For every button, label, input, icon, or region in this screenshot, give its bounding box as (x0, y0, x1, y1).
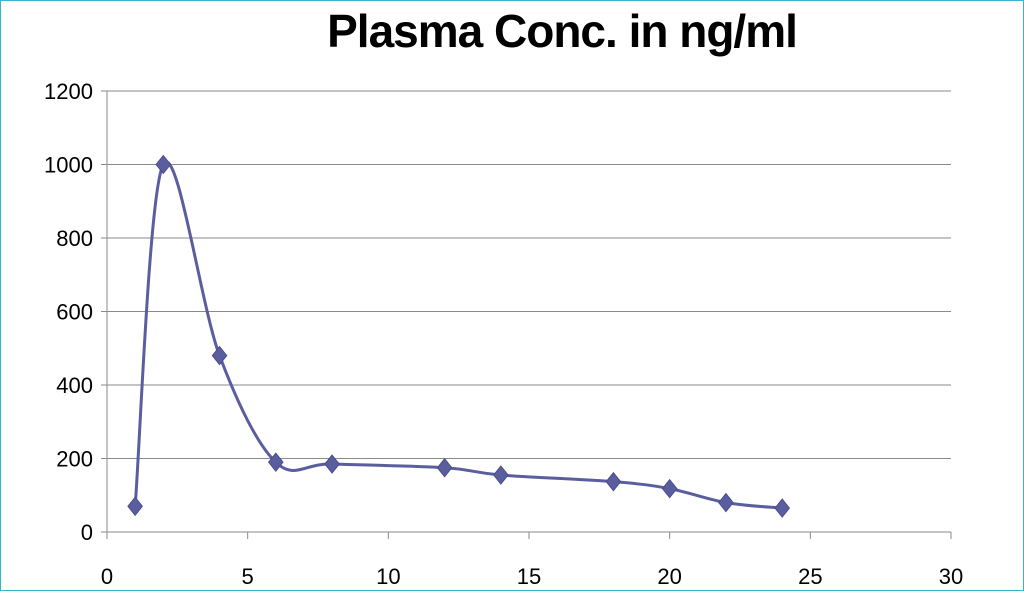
series (133, 160, 783, 510)
x-tick-label: 25 (798, 564, 822, 589)
data-point-marker (661, 478, 678, 499)
y-tick-label: 1000 (44, 153, 93, 178)
x-tick-label: 0 (101, 564, 113, 589)
x-tick-label: 10 (376, 564, 400, 589)
markers (127, 154, 791, 518)
y-tick-label: 200 (56, 447, 93, 472)
data-point-marker (436, 457, 453, 478)
x-tick-label: 30 (939, 564, 963, 589)
data-point-marker (211, 345, 228, 366)
x-tick-label: 15 (517, 564, 541, 589)
x-tick-label: 5 (242, 564, 254, 589)
tick-labels: 0 200 400 600 800 1000 1200 0 5 10 15 20 25 30 (44, 79, 963, 589)
grid-lines (107, 90, 951, 459)
y-tick-label: 0 (81, 520, 93, 545)
data-point-marker (774, 498, 791, 518)
x-tick-label: 20 (657, 564, 681, 589)
data-point-marker (605, 471, 622, 492)
data-point-marker (267, 452, 284, 472)
series-line (133, 160, 783, 510)
data-point-marker (718, 492, 734, 513)
y-tick-label: 1200 (44, 79, 93, 104)
data-point-marker (493, 465, 509, 485)
y-tick-label: 600 (56, 300, 93, 325)
data-point-marker (155, 154, 172, 175)
data-point-marker (324, 454, 340, 474)
data-point-marker (127, 496, 143, 517)
y-tick-label: 800 (56, 226, 93, 251)
chart-title: Plasma Conc. in ng/ml (327, 5, 798, 57)
y-tick-label: 400 (56, 373, 93, 398)
axes (101, 90, 952, 539)
